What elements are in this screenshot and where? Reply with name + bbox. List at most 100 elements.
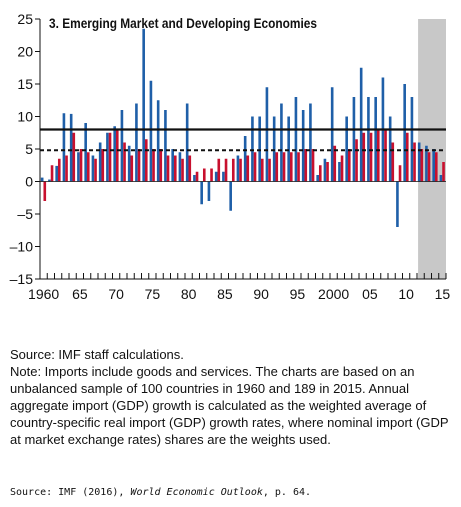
- notes-block: Source: IMF staff calculations. Note: Im…: [10, 346, 450, 448]
- y-axis: –15 –10 –5 0 5 10 15 20 25: [10, 11, 41, 287]
- x-axis: 1960 65 70 75 80 85 90 95 2000 05 10 15: [28, 273, 450, 302]
- bar-red-2013: [427, 152, 431, 182]
- x-tick-label: 65: [72, 286, 88, 302]
- bar-red-1992: [275, 152, 279, 182]
- bar-red-1989: [253, 152, 257, 182]
- bars-group: [40, 28, 445, 227]
- bar-red-1972: [130, 155, 134, 182]
- bar-blue-2003: [352, 97, 356, 182]
- y-tick-label: 25: [17, 11, 33, 27]
- bar-red-2007: [384, 129, 387, 182]
- bar-blue-1976: [156, 100, 160, 182]
- bar-red-1969: [108, 132, 112, 182]
- bar-red-1983: [210, 168, 213, 182]
- bar-red-1981: [195, 171, 199, 182]
- bar-red-1976: [159, 149, 163, 182]
- bar-blue-1966: [84, 123, 87, 182]
- bar-blue-2009: [396, 181, 399, 227]
- y-tick-label: –15: [10, 271, 34, 287]
- bar-red-2001: [340, 155, 344, 182]
- bar-red-2011: [413, 142, 416, 182]
- bar-red-2009: [398, 165, 402, 182]
- x-tick-label: 10: [398, 286, 414, 302]
- bar-blue-2012: [417, 142, 421, 182]
- citation-title: World Economic Outlook: [130, 487, 263, 498]
- bar-blue-1967: [91, 155, 95, 182]
- bar-blue-1984: [214, 171, 218, 182]
- bar-red-1979: [181, 158, 184, 182]
- y-tick-label: 15: [17, 76, 33, 92]
- y-tick-label: 20: [17, 44, 33, 60]
- bar-blue-2001: [338, 162, 341, 182]
- bar-blue-1979: [178, 152, 182, 182]
- bar-blue-1993: [280, 103, 283, 182]
- bar-red-1967: [94, 158, 97, 182]
- bar-blue-1965: [77, 152, 80, 182]
- bar-red-1966: [86, 152, 90, 182]
- bar-blue-1969: [106, 132, 109, 182]
- bar-blue-1963: [62, 113, 66, 182]
- bar-red-1986: [231, 158, 235, 182]
- bar-blue-1989: [251, 116, 254, 182]
- bar-red-1961: [50, 165, 54, 182]
- citation-suffix: , p. 64.: [262, 487, 312, 498]
- x-tick-label: 1960: [28, 286, 59, 302]
- bar-red-1982: [202, 168, 206, 182]
- bar-red-2006: [376, 129, 380, 182]
- bar-blue-1968: [98, 142, 102, 182]
- bar-blue-1975: [149, 80, 153, 182]
- x-tick-label: 90: [253, 286, 269, 302]
- bar-blue-2002: [345, 116, 348, 182]
- bar-red-1964: [72, 132, 76, 182]
- bar-red-1997: [311, 149, 315, 182]
- x-tick-label: 70: [108, 286, 124, 302]
- bar-red-1975: [152, 149, 155, 182]
- bar-red-2004: [362, 132, 366, 182]
- bar-red-2002: [347, 149, 351, 182]
- chart-title: 3. Emerging Market and Developing Econom…: [49, 15, 317, 31]
- bar-red-1977: [166, 155, 170, 182]
- bar-blue-1987: [236, 155, 240, 182]
- bar-blue-1985: [222, 171, 225, 182]
- bar-blue-1992: [272, 116, 276, 182]
- bar-blue-2000: [330, 87, 334, 182]
- citation: Source: IMF (2016), World Economic Outlo…: [10, 487, 450, 498]
- bar-blue-1982: [200, 181, 203, 205]
- bar-blue-1973: [135, 103, 138, 182]
- bar-red-1968: [101, 149, 105, 182]
- bar-blue-1996: [301, 110, 305, 182]
- bar-red-1963: [65, 155, 68, 182]
- bar-red-1978: [173, 155, 177, 182]
- bar-blue-1977: [164, 110, 167, 182]
- y-tick-label: 5: [25, 141, 33, 157]
- bar-blue-1972: [127, 145, 131, 182]
- bar-blue-2013: [425, 145, 428, 182]
- bar-blue-1994: [287, 116, 290, 182]
- bar-blue-1978: [171, 149, 174, 182]
- bar-red-1998: [318, 165, 322, 182]
- bar-blue-2015: [439, 175, 443, 182]
- x-tick-label: 75: [145, 286, 161, 302]
- bar-blue-2004: [359, 67, 363, 182]
- bar-blue-1999: [323, 158, 327, 182]
- bar-blue-1974: [142, 28, 145, 182]
- bar-red-1990: [260, 158, 264, 182]
- y-tick-label: –5: [17, 206, 33, 222]
- bar-blue-1970: [113, 126, 116, 182]
- bar-blue-1990: [258, 116, 261, 182]
- bar-blue-2005: [367, 97, 370, 182]
- bar-blue-2006: [374, 97, 377, 182]
- x-tick-label: 85: [217, 286, 233, 302]
- bar-blue-1983: [207, 181, 211, 201]
- bar-red-1993: [282, 152, 286, 182]
- bar-red-1962: [57, 158, 61, 182]
- x-tick-label: 05: [362, 286, 378, 302]
- bar-blue-1980: [185, 103, 189, 182]
- citation-prefix: Source: IMF (2016),: [10, 487, 131, 498]
- x-tick-label: 15: [435, 286, 451, 302]
- bar-red-1991: [268, 158, 271, 182]
- bar-red-2000: [333, 145, 337, 182]
- bar-red-1985: [224, 158, 228, 182]
- bar-blue-2010: [403, 84, 406, 182]
- bar-red-1970: [115, 129, 119, 182]
